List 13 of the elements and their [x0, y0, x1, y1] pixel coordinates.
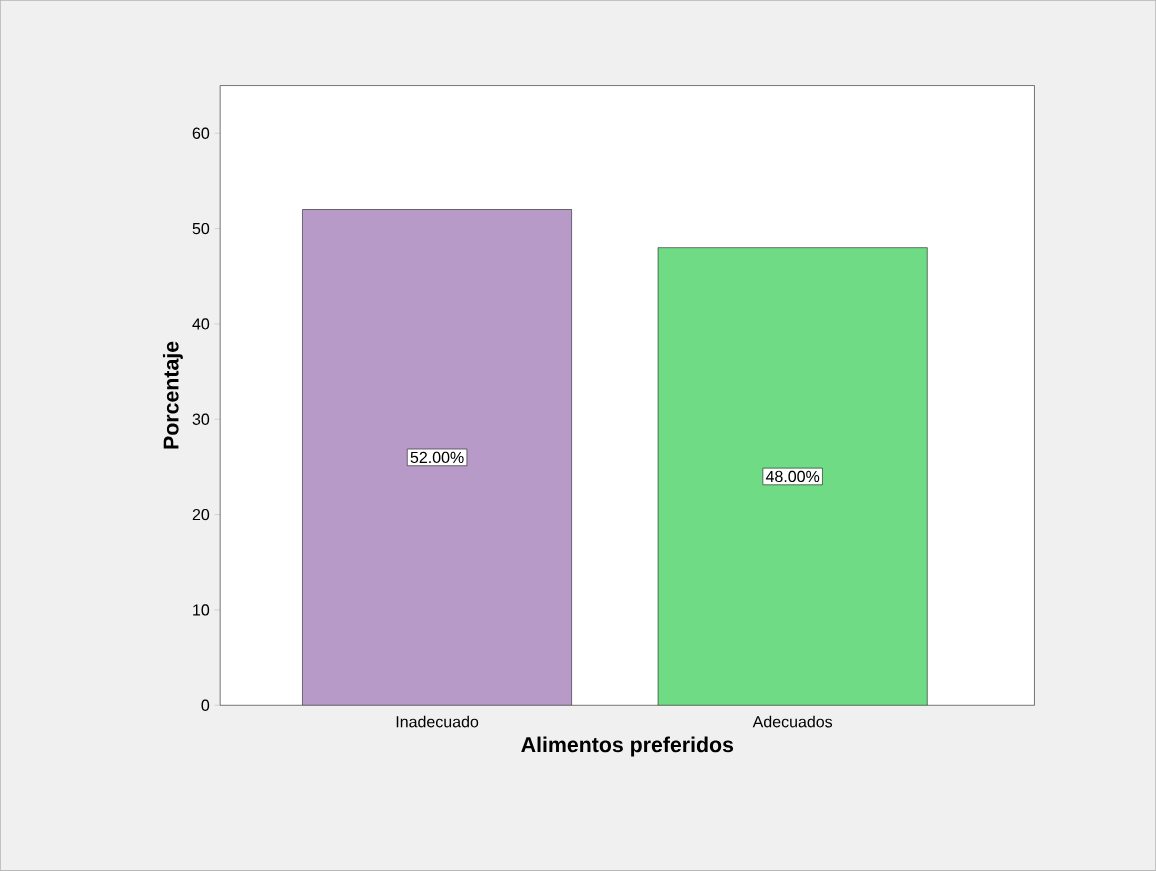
y-tick-label: 50 — [192, 223, 210, 235]
y-axis-title: Porcentaje — [162, 341, 183, 449]
y-tick-label: 20 — [192, 509, 210, 521]
x-tick-label: Inadecuado — [396, 715, 479, 728]
y-tick-label: 30 — [192, 413, 210, 425]
x-axis-title: Alimentos preferidos — [521, 736, 734, 757]
y-tick-label: 0 — [201, 699, 210, 712]
data-label: 48.00% — [765, 470, 820, 483]
data-label: 52.00% — [410, 451, 464, 464]
y-tick-label: 40 — [192, 318, 210, 330]
x-tick-label: Adecuados — [752, 715, 833, 728]
y-tick-label: 60 — [192, 127, 210, 139]
y-tick-label: 10 — [193, 604, 210, 616]
